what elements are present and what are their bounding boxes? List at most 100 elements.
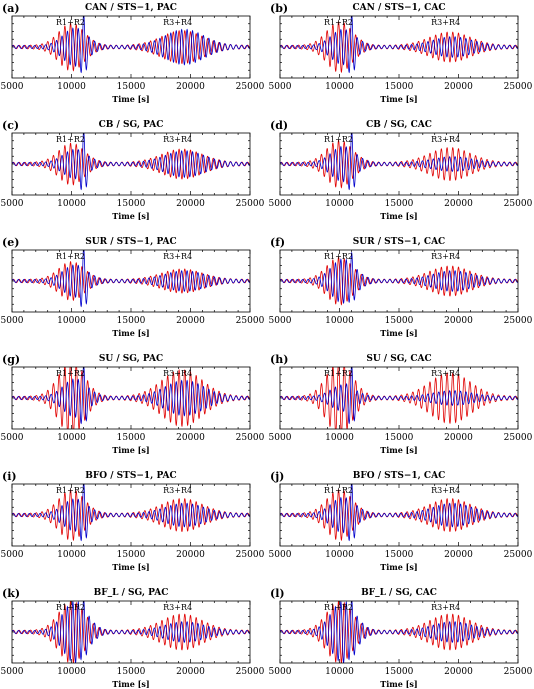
x-tick-label: 25000	[504, 550, 533, 560]
panel-l: (l) BF_L / SG, CAC 5000 10000 15000 20000 2500…	[269, 587, 533, 689]
x-tick-label: 25000	[504, 433, 533, 443]
x-tick-label: 5000	[269, 433, 292, 443]
series-red-line	[12, 367, 250, 429]
x-tick-label: 20000	[444, 550, 473, 560]
panel-label: (e)	[2, 236, 19, 249]
panel-title: CB / SG, CAC	[366, 120, 432, 130]
x-tick-label: 20000	[444, 199, 473, 209]
panel-label: (j)	[270, 470, 284, 483]
x-tick-label: 25000	[504, 199, 533, 209]
panel-title: BF_L / SG, CAC	[361, 588, 437, 598]
annotation-r1-r2: R1+R2	[324, 135, 353, 144]
x-tick-label: 15000	[385, 316, 414, 326]
x-tick-label: 25000	[504, 667, 533, 677]
panel-label: (l)	[270, 587, 285, 600]
panel-title: SUR / STS−1, PAC	[85, 237, 176, 247]
panel-label: (a)	[2, 2, 20, 15]
x-tick-label: 25000	[236, 550, 265, 560]
panel-label: (k)	[2, 587, 20, 600]
panel-label: (f)	[270, 236, 285, 249]
series-blue-line	[12, 484, 250, 542]
series-red-line	[280, 367, 518, 429]
series-red-line	[12, 142, 250, 186]
panel-k: (k) BF_L / SG, PAC 5000 10000 15000 20000 2500…	[1, 587, 265, 689]
x-tick-label: 10000	[57, 82, 86, 92]
annotation-r3-r4: R3+R4	[163, 135, 192, 144]
series-red-line	[12, 489, 250, 542]
x-tick-label: 15000	[385, 433, 414, 443]
series-red-line	[280, 139, 518, 189]
annotation-r3-r4: R3+R4	[163, 369, 192, 378]
panel-label: (h)	[270, 353, 288, 366]
x-tick-label: 20000	[176, 433, 205, 443]
annotation-r1-r2: R1+R2	[324, 486, 353, 495]
x-tick-label: 5000	[1, 82, 24, 92]
x-tick-label: 10000	[57, 199, 86, 209]
annotation-r1-r2: R1+R2	[324, 603, 353, 612]
series-blue-line	[12, 16, 250, 74]
annotation-r3-r4: R3+R4	[431, 135, 460, 144]
x-tick-label: 15000	[385, 199, 414, 209]
x-tick-label: 20000	[444, 667, 473, 677]
panel-label: (d)	[270, 119, 288, 132]
annotation-r1-r2: R1+R2	[56, 135, 85, 144]
x-tick-label: 5000	[1, 316, 24, 326]
x-tick-label: 15000	[385, 82, 414, 92]
x-axis-label: Time [s]	[380, 679, 417, 689]
x-tick-label: 25000	[236, 433, 265, 443]
panel-label: (c)	[2, 119, 19, 132]
x-tick-label: 5000	[269, 82, 292, 92]
panel-e: (e) SUR / STS−1, PAC 5000 10000 15000 20000 25…	[1, 236, 265, 338]
annotation-r1-r2: R1+R2	[56, 603, 85, 612]
panel-title: SU / SG, CAC	[366, 354, 431, 364]
series-blue-line	[280, 252, 518, 305]
x-tick-label: 25000	[504, 316, 533, 326]
annotation-r3-r4: R3+R4	[163, 252, 192, 261]
panel-title: SU / SG, PAC	[99, 354, 163, 364]
x-tick-label: 10000	[325, 316, 354, 326]
annotation-r1-r2: R1+R2	[324, 252, 353, 261]
x-tick-label: 5000	[269, 199, 292, 209]
series-blue-line	[12, 133, 250, 191]
annotation-r3-r4: R3+R4	[163, 603, 192, 612]
panel-d: (d) CB / SG, CAC 5000 10000 15000 20000 25000 T…	[269, 119, 533, 221]
x-tick-label: 15000	[117, 199, 146, 209]
x-tick-label: 5000	[1, 199, 24, 209]
panel-label: (b)	[270, 2, 288, 15]
x-tick-label: 15000	[117, 550, 146, 560]
panel-title: BFO / STS−1, CAC	[353, 471, 445, 481]
series-blue-line	[280, 133, 518, 191]
x-axis-label: Time [s]	[112, 445, 149, 455]
x-tick-label: 10000	[325, 550, 354, 560]
x-tick-label: 15000	[117, 667, 146, 677]
x-tick-label: 5000	[1, 550, 24, 560]
x-tick-label: 20000	[444, 433, 473, 443]
x-tick-label: 15000	[385, 550, 414, 560]
x-tick-label: 10000	[57, 316, 86, 326]
panel-title: CAN / STS−1, CAC	[352, 3, 445, 13]
panel-title: BFO / STS−1, PAC	[85, 471, 176, 481]
annotation-r3-r4: R3+R4	[431, 252, 460, 261]
panel-c: (c) CB / SG, PAC 5000 10000 15000 20000 25000 T…	[1, 119, 265, 221]
panel-a: (a) CAN / STS−1, PAC 5000 10000 15000 20000 25…	[1, 2, 265, 104]
series-blue-line	[12, 601, 250, 663]
annotation-r3-r4: R3+R4	[163, 486, 192, 495]
x-tick-label: 15000	[117, 82, 146, 92]
panel-title: CAN / STS−1, PAC	[85, 3, 177, 13]
series-blue-line	[12, 250, 250, 308]
x-tick-label: 10000	[325, 82, 354, 92]
x-tick-label: 25000	[236, 199, 265, 209]
annotation-r3-r4: R3+R4	[431, 369, 460, 378]
x-tick-label: 5000	[1, 667, 24, 677]
series-blue-line	[12, 367, 250, 425]
x-axis-label: Time [s]	[380, 445, 417, 455]
x-axis-label: Time [s]	[112, 328, 149, 338]
x-axis-label: Time [s]	[380, 562, 417, 572]
panel-i: (i) BFO / STS−1, PAC 5000 10000 15000 20000 25…	[1, 470, 265, 572]
panel-title: CB / SG, PAC	[99, 120, 164, 130]
x-axis-label: Time [s]	[380, 94, 417, 104]
x-tick-label: 20000	[176, 82, 205, 92]
panel-title: SUR / STS−1, CAC	[353, 237, 445, 247]
series-red-line	[280, 489, 518, 542]
